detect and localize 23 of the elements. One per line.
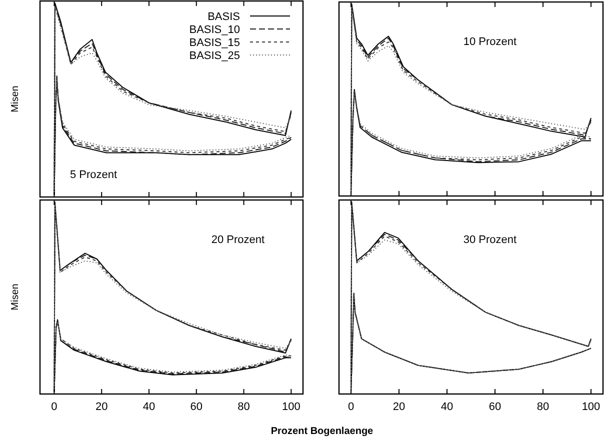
x-tick-label: 60 bbox=[488, 401, 502, 413]
annotation: 5 Prozent bbox=[70, 169, 118, 181]
legend-label: BASIS_25 bbox=[189, 50, 240, 62]
x-tick-label: 40 bbox=[440, 401, 454, 413]
x-tick-label: 100 bbox=[582, 401, 600, 413]
x-tick-label: 60 bbox=[190, 401, 203, 413]
x-tick-label: 40 bbox=[142, 401, 156, 413]
annotation: 10 Prozent bbox=[463, 36, 517, 48]
annotation: 20 Prozent bbox=[211, 234, 265, 246]
x-tick-label: 0 bbox=[348, 401, 354, 413]
x-tick-label: 80 bbox=[536, 401, 550, 413]
legend-label: BASIS_10 bbox=[189, 24, 240, 36]
x-axis-title: Prozent Bogenlaenge bbox=[270, 426, 374, 437]
x-tick-label: 0 bbox=[51, 401, 58, 413]
x-tick-label: 80 bbox=[238, 401, 250, 413]
x-tick-label: 100 bbox=[282, 401, 300, 413]
y-axis-title: Misen bbox=[10, 86, 21, 112]
annotation: 30 Prozent bbox=[463, 234, 517, 246]
legend-label: BASIS_15 bbox=[189, 37, 240, 49]
x-tick-label: 20 bbox=[95, 401, 108, 413]
y-axis-title: Misen bbox=[10, 284, 21, 310]
x-tick-label: 20 bbox=[392, 401, 406, 413]
legend-label: BASIS bbox=[208, 11, 240, 23]
